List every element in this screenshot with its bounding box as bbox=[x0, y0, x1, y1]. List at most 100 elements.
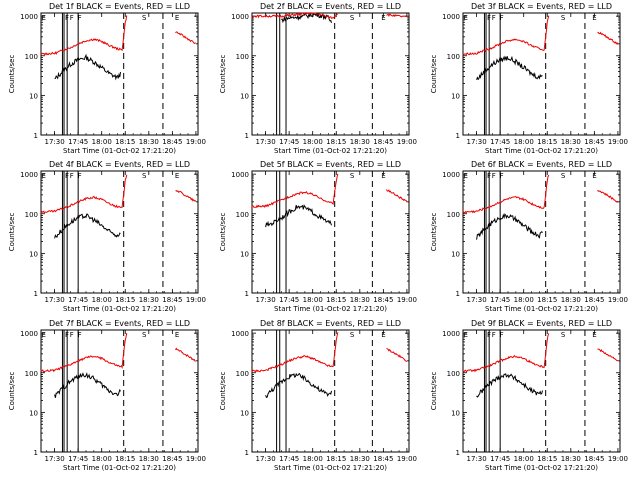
events-series-line bbox=[281, 12, 332, 24]
y-tick-label: 1000 bbox=[442, 13, 460, 21]
lld-series-line bbox=[251, 173, 339, 209]
x-tick-label: 18:15 bbox=[115, 138, 135, 146]
lld-series-line bbox=[40, 15, 128, 56]
y-tick-label: 100 bbox=[447, 370, 460, 378]
annotation-label: E bbox=[41, 331, 45, 339]
x-tick-label: 18:00 bbox=[92, 138, 112, 146]
x-tick-label: 17:45 bbox=[490, 455, 510, 463]
x-tick-label: 19:00 bbox=[608, 138, 628, 146]
y-tick-label: 1000 bbox=[231, 330, 249, 338]
lld-series-line bbox=[597, 348, 619, 362]
x-tick-label: 19:00 bbox=[608, 296, 628, 304]
x-tick-label: 17:30 bbox=[256, 138, 276, 146]
x-tick-label: 18:00 bbox=[514, 455, 534, 463]
panel-title: Det 5f BLACK = Events, RED = LLD bbox=[260, 160, 401, 169]
x-tick-label: 17:30 bbox=[467, 138, 487, 146]
x-tick-label: 18:15 bbox=[326, 138, 346, 146]
x-tick-label: 18:00 bbox=[303, 296, 323, 304]
y-axis-label: Counts/sec bbox=[8, 213, 16, 252]
annotation-label: E bbox=[463, 331, 467, 339]
annotation-label: F bbox=[487, 331, 491, 339]
x-tick-label: 18:45 bbox=[373, 138, 393, 146]
annotation-label: E bbox=[381, 331, 385, 339]
y-axis-label: Counts/sec bbox=[8, 55, 16, 94]
annotation-label: E bbox=[381, 172, 385, 180]
annotation-label: F bbox=[492, 331, 496, 339]
x-tick-label: 17:30 bbox=[467, 296, 487, 304]
lld-series-line bbox=[597, 189, 619, 204]
annotation-label: F bbox=[78, 172, 82, 180]
annotation-label: F bbox=[65, 331, 69, 339]
x-tick-label: 17:30 bbox=[45, 296, 65, 304]
x-tick-label: 18:15 bbox=[115, 455, 135, 463]
annotation-label: S bbox=[561, 331, 566, 339]
annotation-label: E bbox=[41, 172, 45, 180]
x-axis-label: Start Time (01-Oct-02 17:21:20) bbox=[63, 147, 176, 155]
panel-det-5f: Det 5f BLACK = Events, RED = LLD 1 10 100 10… bbox=[219, 160, 417, 313]
y-tick-label: 100 bbox=[25, 53, 38, 61]
panel-title: Det 1f BLACK = Events, RED = LLD bbox=[49, 2, 190, 11]
panel-title: Det 4f BLACK = Events, RED = LLD bbox=[49, 160, 190, 169]
events-series-line bbox=[476, 213, 543, 240]
y-tick-label: 1000 bbox=[20, 13, 38, 21]
x-tick-label: 17:45 bbox=[68, 138, 88, 146]
y-tick-label: 100 bbox=[236, 53, 249, 61]
plot-frame bbox=[462, 329, 621, 453]
lld-series-line bbox=[597, 31, 619, 45]
annotation-label: E bbox=[41, 14, 45, 22]
x-axis-label: Start Time (01-Oct-02 17:21:20) bbox=[485, 464, 598, 472]
y-axis-label: Counts/sec bbox=[219, 213, 227, 252]
x-tick-label: 18:00 bbox=[303, 455, 323, 463]
events-series-line bbox=[54, 372, 121, 398]
y-tick-label: 100 bbox=[447, 211, 460, 219]
x-tick-label: 19:00 bbox=[397, 296, 417, 304]
x-tick-label: 18:45 bbox=[584, 138, 604, 146]
y-tick-label: 1 bbox=[34, 132, 38, 140]
y-tick-label: 1000 bbox=[231, 171, 249, 179]
panel-title: Det 8f BLACK = Events, RED = LLD bbox=[260, 319, 401, 328]
panel-det-7f: Det 7f BLACK = Events, RED = LLD 1 10 100 10… bbox=[8, 319, 206, 472]
y-tick-label: 10 bbox=[451, 409, 460, 417]
x-tick-label: 18:45 bbox=[584, 455, 604, 463]
x-tick-label: 18:45 bbox=[162, 455, 182, 463]
y-tick-label: 100 bbox=[25, 370, 38, 378]
y-tick-label: 10 bbox=[240, 409, 249, 417]
y-tick-label: 1 bbox=[245, 449, 249, 457]
annotation-label: F bbox=[487, 172, 491, 180]
x-tick-label: 17:45 bbox=[279, 138, 299, 146]
x-tick-label: 18:15 bbox=[537, 455, 557, 463]
x-tick-label: 19:00 bbox=[608, 455, 628, 463]
y-axis-label: Counts/sec bbox=[219, 55, 227, 94]
plot-frame bbox=[251, 170, 410, 294]
y-tick-label: 100 bbox=[236, 211, 249, 219]
x-tick-label: 17:30 bbox=[256, 296, 276, 304]
lld-series-line bbox=[251, 12, 338, 19]
y-axis-label: Counts/sec bbox=[219, 372, 227, 411]
events-series-line bbox=[476, 373, 543, 398]
lld-series-line bbox=[175, 190, 197, 202]
y-tick-label: 10 bbox=[29, 92, 38, 100]
y-tick-label: 10 bbox=[240, 92, 249, 100]
y-tick-label: 1000 bbox=[442, 330, 460, 338]
lld-series-line bbox=[40, 174, 128, 215]
y-tick-label: 1000 bbox=[231, 13, 249, 21]
x-tick-label: 17:45 bbox=[490, 138, 510, 146]
y-tick-label: 1000 bbox=[20, 171, 38, 179]
annotation-label: S bbox=[350, 172, 355, 180]
annotation-label: F bbox=[500, 14, 504, 22]
y-axis-label: Counts/sec bbox=[430, 55, 438, 94]
events-series-line bbox=[476, 55, 543, 81]
panel-det-1f: Det 1f BLACK = Events, RED = LLD 1 10 100 10… bbox=[8, 2, 206, 155]
lld-series-line bbox=[462, 333, 550, 373]
x-axis-label: Start Time (01-Oct-02 17:21:20) bbox=[63, 464, 176, 472]
panel-det-6f: Det 6f BLACK = Events, RED = LLD 1 10 100 10… bbox=[430, 160, 628, 313]
x-tick-label: 18:00 bbox=[92, 296, 112, 304]
lld-series-line bbox=[386, 13, 408, 18]
lld-series-line bbox=[386, 189, 408, 203]
annotation-label: S bbox=[561, 14, 566, 22]
panel-title: Det 9f BLACK = Events, RED = LLD bbox=[471, 319, 612, 328]
plot-frame bbox=[251, 12, 410, 136]
annotation-label: F bbox=[78, 14, 82, 22]
x-tick-label: 19:00 bbox=[397, 138, 417, 146]
